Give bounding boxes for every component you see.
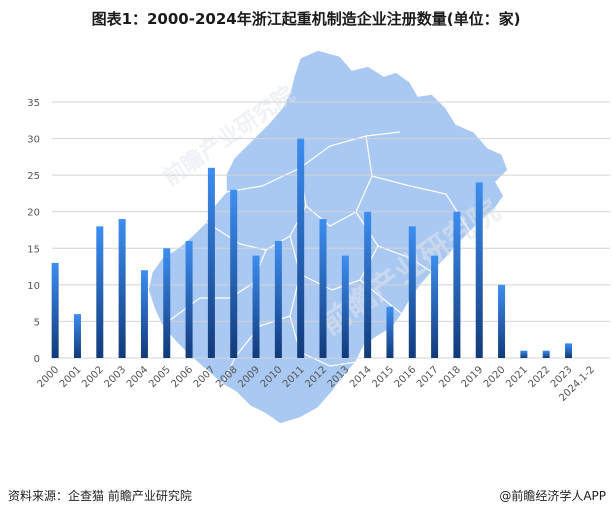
bar-2006 [185,240,193,358]
bar-2005 [163,248,171,358]
y-tick-label: 0 [34,354,40,365]
x-tick-label: 2014 [348,364,374,390]
x-tick-label: 2000 [36,364,62,390]
x-tick-label: 2019 [460,364,486,390]
bar-2014 [364,211,372,358]
bar-2017 [431,255,439,358]
bar-2019 [475,182,483,358]
bar-2007 [207,167,215,358]
x-tick-label: 2006 [169,364,195,390]
bar-2008 [230,189,238,358]
y-axis: 0 5 10 15 20 25 30 35 [27,98,40,365]
bar-2023 [565,343,573,358]
x-tick-label: 2002 [80,364,106,390]
bar-2010 [274,240,282,358]
bar-2013 [341,255,349,358]
x-tick-label: 2017 [415,364,441,390]
chart-title: 图表1：2000-2024年浙江起重机制造企业注册数量(单位：家) [91,10,521,28]
y-tick-label: 15 [27,244,40,255]
bar-2009 [252,255,260,358]
x-tick-label: 2021 [504,364,530,390]
y-tick-label: 5 [34,317,40,328]
bar-2001 [73,314,81,358]
chart-area: 前瞻产业研究院 前瞻产业研究院 0 5 10 15 20 25 30 35 2000 2001 2… [0,36,612,476]
x-tick-label: 2005 [147,364,173,390]
source-note: 资料来源：企查猫 前瞻产业研究院 [8,489,192,503]
bar-2004 [140,270,148,358]
brand-label: @前瞻经济学人APP [499,489,606,503]
bar-2016 [408,226,416,358]
y-tick-label: 20 [27,208,40,219]
y-tick-label: 35 [27,98,40,109]
y-tick-label: 10 [27,281,40,292]
x-tick-label: 2020 [482,364,508,390]
bar-2018 [453,211,461,358]
bar-2003 [118,219,126,358]
bar-2015 [386,306,394,358]
bar-2020 [498,284,506,358]
y-tick-label: 30 [27,135,40,146]
x-tick-label: 2003 [102,364,128,390]
x-tick-label: 2016 [393,364,419,390]
x-tick-label: 2001 [58,364,84,390]
bar-2022 [542,350,550,358]
bar-2021 [520,350,528,358]
x-tick-label: 2004 [125,364,151,390]
x-tick-label: 2022 [527,364,553,390]
bar-2000 [51,262,59,358]
bar-2012 [319,219,327,358]
bar-2011 [297,138,305,358]
x-tick-label: 2015 [370,364,396,390]
x-tick-label: 2018 [437,364,463,390]
y-tick-label: 25 [27,171,40,182]
bars [51,138,573,358]
bar-2002 [96,226,104,358]
